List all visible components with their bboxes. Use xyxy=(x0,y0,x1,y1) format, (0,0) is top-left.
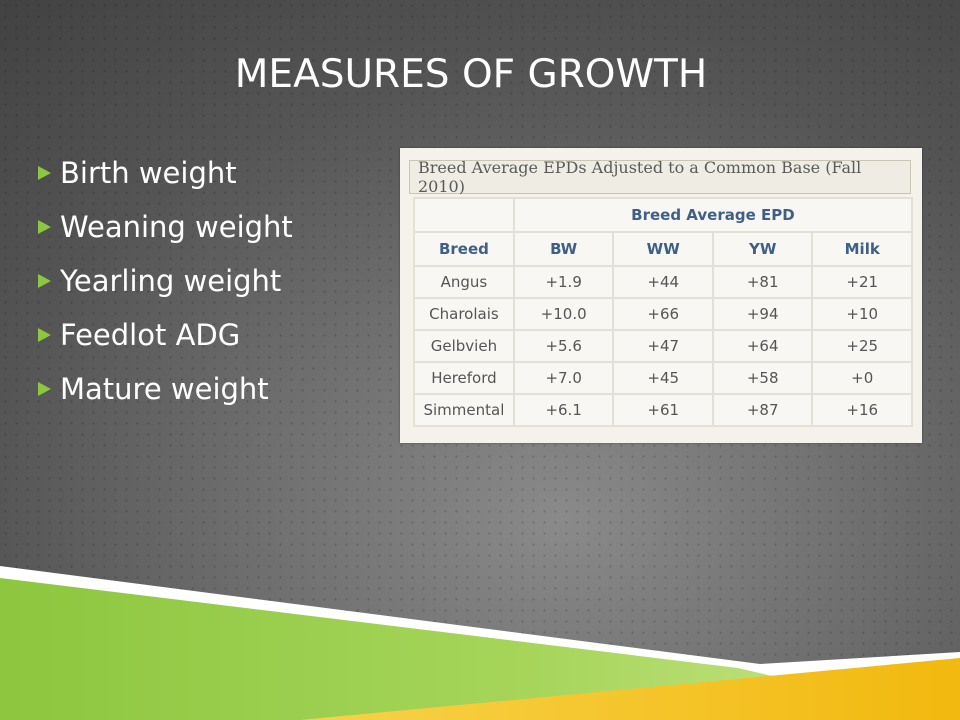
yw-cell: +58 xyxy=(711,361,814,395)
bullet-item: Yearling weight xyxy=(38,254,293,308)
column-header: YW xyxy=(711,231,814,267)
table-row: Simmental +6.1 +61 +87 +16 xyxy=(413,393,913,427)
bullet-label: Mature weight xyxy=(60,372,269,406)
breed-cell: Simmental xyxy=(413,393,515,427)
table-row: Angus +1.9 +44 +81 +21 xyxy=(413,265,913,299)
column-header: WW xyxy=(612,231,714,267)
milk-cell: +0 xyxy=(811,361,913,395)
column-header: BW xyxy=(512,231,615,267)
bullet-label: Weaning weight xyxy=(60,210,293,244)
table-caption: Breed Average EPDs Adjusted to a Common … xyxy=(409,158,911,196)
bullet-arrow-icon xyxy=(38,274,51,288)
group-header-spacer xyxy=(413,197,515,233)
bw-cell: +7.0 xyxy=(512,361,615,395)
table-row: Gelbvieh +5.6 +47 +64 +25 xyxy=(413,329,913,363)
ww-cell: +66 xyxy=(612,297,714,331)
bullet-label: Feedlot ADG xyxy=(60,318,241,352)
milk-cell: +25 xyxy=(811,329,913,363)
epd-table: Breed Average EPD Breed BW WW YW Milk An… xyxy=(413,197,914,427)
table-row: Hereford +7.0 +45 +58 +0 xyxy=(413,361,913,395)
bullet-item: Birth weight xyxy=(38,146,293,200)
milk-cell: +21 xyxy=(811,265,913,299)
bullet-label: Yearling weight xyxy=(60,264,282,298)
slide-title: MEASURES OF GROWTH xyxy=(234,52,708,97)
bw-cell: +5.6 xyxy=(512,329,615,363)
yw-cell: +94 xyxy=(711,297,814,331)
ww-cell: +47 xyxy=(612,329,714,363)
bullet-list: Birth weight Weaning weight Yearling wei… xyxy=(38,146,293,416)
bullet-item: Feedlot ADG xyxy=(38,308,293,362)
breed-cell: Gelbvieh xyxy=(413,329,515,363)
column-header: Milk xyxy=(811,231,913,267)
bullet-arrow-icon xyxy=(38,220,51,234)
yw-cell: +87 xyxy=(711,393,814,427)
ww-cell: +44 xyxy=(612,265,714,299)
ww-cell: +61 xyxy=(612,393,714,427)
bullet-arrow-icon xyxy=(38,166,51,180)
yw-cell: +64 xyxy=(711,329,814,363)
bullet-arrow-icon xyxy=(38,328,51,342)
milk-cell: +16 xyxy=(811,393,913,427)
bullet-item: Mature weight xyxy=(38,362,293,416)
bw-cell: +1.9 xyxy=(512,265,615,299)
yw-cell: +81 xyxy=(711,265,814,299)
epd-table-image: Breed Average EPDs Adjusted to a Common … xyxy=(400,148,922,443)
group-header: Breed Average EPD xyxy=(512,197,914,233)
ribbon-yellow-band xyxy=(300,658,960,720)
column-header-row: Breed BW WW YW Milk xyxy=(413,231,913,267)
bullet-item: Weaning weight xyxy=(38,200,293,254)
table-row: Charolais +10.0 +66 +94 +10 xyxy=(413,297,913,331)
bullet-arrow-icon xyxy=(38,382,51,396)
group-header-row: Breed Average EPD xyxy=(413,197,914,233)
breed-cell: Angus xyxy=(413,265,515,299)
breed-cell: Charolais xyxy=(413,297,515,331)
bw-cell: +10.0 xyxy=(512,297,615,331)
milk-cell: +10 xyxy=(811,297,913,331)
ww-cell: +45 xyxy=(612,361,714,395)
column-header: Breed xyxy=(413,231,515,267)
bullet-label: Birth weight xyxy=(60,156,237,190)
bw-cell: +6.1 xyxy=(512,393,615,427)
breed-cell: Hereford xyxy=(413,361,515,395)
